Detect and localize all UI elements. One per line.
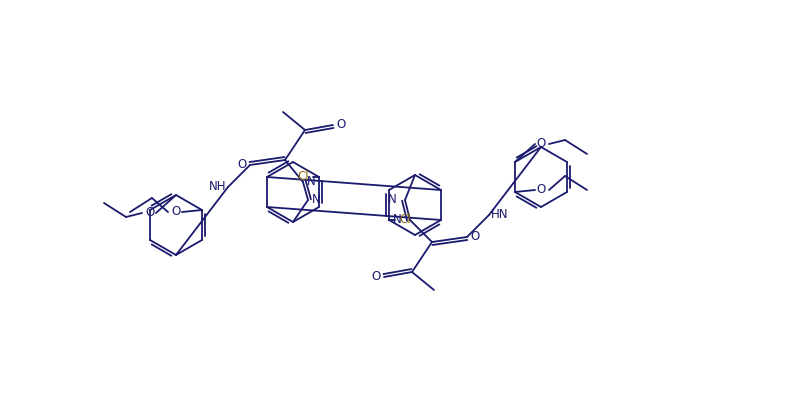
Text: O: O	[470, 231, 479, 243]
Text: O: O	[237, 158, 246, 171]
Text: O: O	[536, 184, 545, 196]
Text: N: N	[387, 194, 396, 207]
Text: O: O	[145, 207, 155, 220]
Text: Cl: Cl	[297, 171, 309, 184]
Text: HN: HN	[490, 209, 508, 222]
Text: O: O	[371, 271, 380, 284]
Text: NH: NH	[209, 181, 225, 194]
Text: O: O	[336, 118, 345, 132]
Text: O: O	[536, 137, 545, 150]
Text: O: O	[171, 205, 180, 218]
Text: Cl: Cl	[399, 214, 411, 226]
Text: N: N	[393, 214, 402, 226]
Text: N: N	[311, 194, 320, 207]
Text: N: N	[306, 175, 315, 188]
